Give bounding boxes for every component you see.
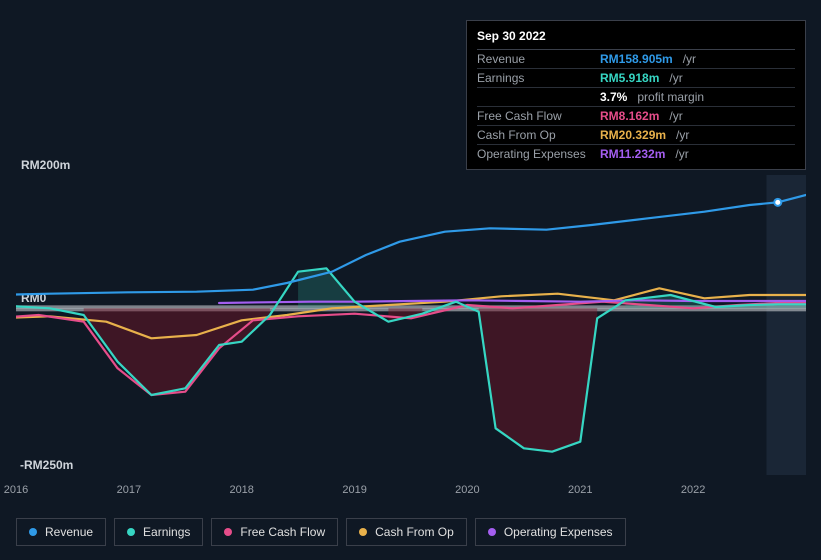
x-ticks: 2016201720182019202020212022 <box>16 484 806 502</box>
tooltip-row-value: RM5.918m <box>600 71 659 85</box>
tooltip-row-label: Earnings <box>477 71 592 85</box>
legend-item-earnings[interactable]: Earnings <box>114 518 203 546</box>
legend-item-cfo[interactable]: Cash From Op <box>346 518 467 546</box>
x-tick: 2020 <box>455 484 479 496</box>
legend-item-label: Free Cash Flow <box>240 525 325 539</box>
legend-dot-icon <box>488 528 496 536</box>
hover-tooltip: Sep 30 2022 RevenueRM158.905m/yrEarnings… <box>466 20 806 170</box>
legend-dot-icon <box>127 528 135 536</box>
tooltip-row: Earnings RM5.918m/yr <box>477 69 795 88</box>
x-tick: 2017 <box>117 484 141 496</box>
tooltip-row-label: Free Cash Flow <box>477 109 592 123</box>
tooltip-row-label: Operating Expenses <box>477 147 592 161</box>
tooltip-row-unit: /yr <box>669 71 682 85</box>
legend-item-label: Revenue <box>45 525 93 539</box>
legend-item-fcf[interactable]: Free Cash Flow <box>211 518 338 546</box>
tooltip-row: Revenue RM158.905m/yr <box>477 50 795 69</box>
tooltip-row: 3.7% profit margin <box>477 88 795 107</box>
x-tick: 2016 <box>4 484 28 496</box>
tooltip-row-unit: /yr <box>669 109 682 123</box>
tooltip-date: Sep 30 2022 <box>477 27 795 50</box>
chart-area[interactable] <box>16 160 806 480</box>
tooltip-row: Free Cash Flow RM8.162m/yr <box>477 107 795 126</box>
x-tick: 2021 <box>568 484 592 496</box>
tooltip-row-value: RM8.162m <box>600 109 659 123</box>
legend-item-label: Earnings <box>143 525 190 539</box>
legend-item-revenue[interactable]: Revenue <box>16 518 106 546</box>
legend: Revenue Earnings Free Cash Flow Cash From O… <box>16 518 626 546</box>
x-tick: 2019 <box>342 484 366 496</box>
tooltip-row-label: Revenue <box>477 52 592 66</box>
legend-item-label: Cash From Op <box>375 525 454 539</box>
tooltip-row-value: RM158.905m <box>600 52 673 66</box>
tooltip-row-unit: profit margin <box>637 90 704 104</box>
tooltip-row-value: 3.7% <box>600 90 627 104</box>
tooltip-row-label: Cash From Op <box>477 128 592 142</box>
legend-item-opex[interactable]: Operating Expenses <box>475 518 626 546</box>
tooltip-row-unit: /yr <box>675 147 688 161</box>
x-tick: 2018 <box>229 484 253 496</box>
x-tick: 2022 <box>681 484 705 496</box>
legend-item-label: Operating Expenses <box>504 525 613 539</box>
line-chart-svg <box>16 160 806 480</box>
tooltip-row-value: RM20.329m <box>600 128 666 142</box>
tooltip-row-unit: /yr <box>676 128 689 142</box>
tooltip-row-value: RM11.232m <box>600 147 665 161</box>
tooltip-row: Cash From Op RM20.329m/yr <box>477 126 795 145</box>
legend-dot-icon <box>224 528 232 536</box>
legend-dot-icon <box>29 528 37 536</box>
legend-dot-icon <box>359 528 367 536</box>
tooltip-row-unit: /yr <box>683 52 696 66</box>
